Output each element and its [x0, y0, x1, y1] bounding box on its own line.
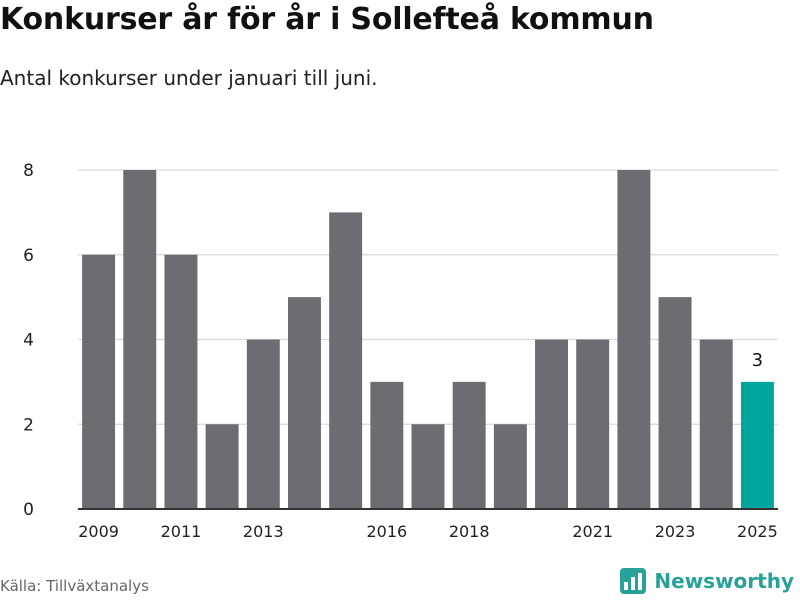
bar-2022 — [617, 170, 651, 509]
x-tick-label: 2009 — [78, 522, 119, 541]
bar-2020 — [535, 339, 568, 509]
bar-chart: 0 2 4 6 8 2009 2011 2013 2016 2018 2021 2023 2025 3 — [23, 161, 778, 541]
bar-2015 — [329, 212, 363, 509]
bar-2014 — [288, 297, 321, 509]
chart-subtitle: Antal konkurser under januari till juni. — [0, 66, 378, 90]
brand-name: Newsworthy — [654, 569, 794, 593]
bar-2009 — [82, 254, 116, 509]
source-note: Källa: Tillväxtanalys — [0, 577, 149, 595]
x-tick-label: 2018 — [449, 522, 490, 541]
bar-2023 — [658, 297, 692, 509]
annotations: 3 — [752, 350, 763, 371]
y-tick-label: 6 — [23, 246, 34, 266]
bar-2019 — [493, 424, 527, 509]
y-tick-label: 2 — [23, 415, 34, 435]
bars — [78, 170, 778, 510]
bar-2018 — [452, 381, 486, 509]
bar-2010 — [123, 170, 157, 509]
x-tick-label: 2025 — [737, 522, 778, 541]
brand-logo: Newsworthy — [620, 568, 794, 594]
bar-2013 — [246, 339, 280, 509]
bar-2016 — [370, 381, 404, 509]
data-label-2025: 3 — [752, 350, 763, 371]
x-tick-label: 2011 — [161, 522, 202, 541]
x-tick-label: 2023 — [655, 522, 696, 541]
x-tick-label: 2021 — [572, 522, 613, 541]
bar-2011 — [164, 254, 198, 509]
newsworthy-logo-icon — [620, 568, 647, 594]
x-tick-label: 2016 — [366, 522, 407, 541]
chart-title: Konkurser år för år i Sollefteå kommun — [0, 2, 654, 37]
bar-2017 — [411, 424, 445, 509]
y-axis-labels: 0 2 4 6 8 — [23, 161, 34, 520]
x-tick-label: 2013 — [243, 522, 284, 541]
y-tick-label: 0 — [23, 500, 34, 520]
y-tick-label: 4 — [23, 331, 34, 351]
bar-2012 — [205, 424, 239, 509]
bar-2025 — [740, 381, 774, 509]
x-axis-labels: 2009 2011 2013 2016 2018 2021 2023 2025 — [78, 522, 778, 541]
bar-2021 — [576, 339, 610, 509]
bar-2024 — [699, 339, 733, 509]
y-tick-label: 8 — [23, 161, 34, 181]
